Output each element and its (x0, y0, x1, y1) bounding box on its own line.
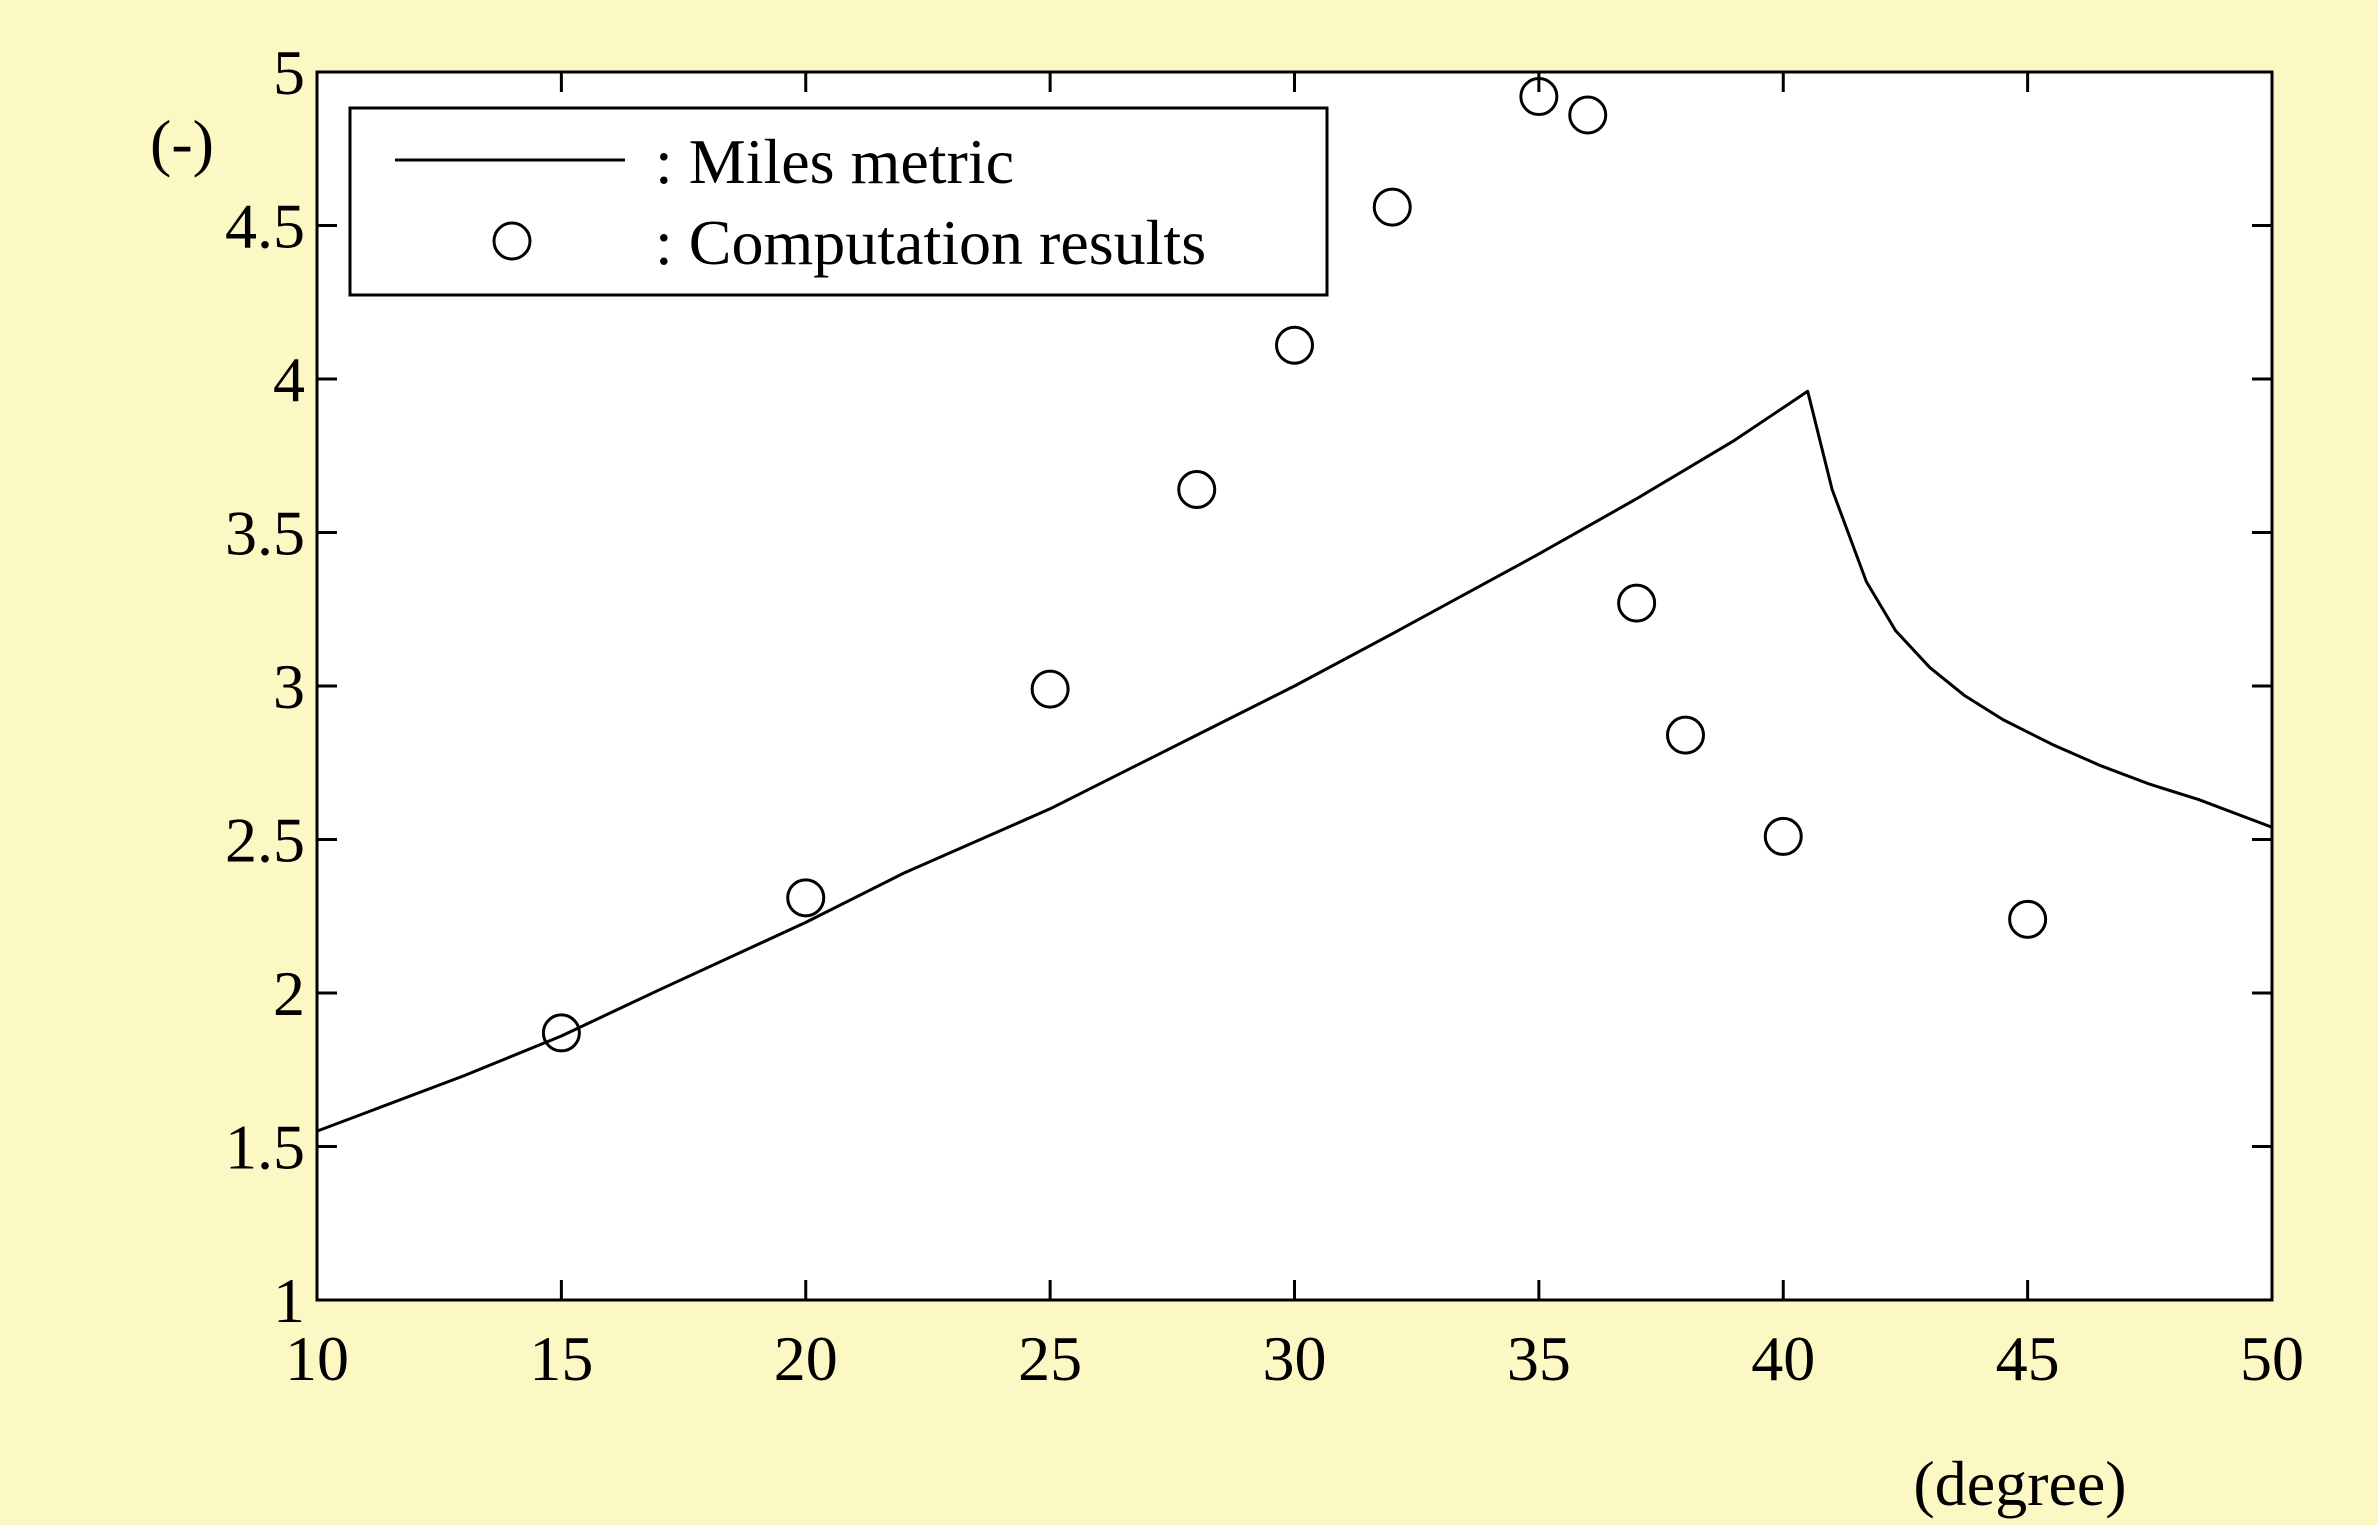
legend-label-miles-metric: : Miles metric (655, 126, 1014, 197)
series-line-miles-metric (316, 389, 2273, 1133)
y-tick-label: 1.5 (225, 1112, 305, 1183)
tick-labels: 10 15 20 25 30 35 40 45 50 1 1.5 2 2.5 3 3.5 4 4.5 5 (225, 37, 2304, 1394)
y-tick-label: 4.5 (225, 191, 305, 262)
x-tick-label: 40 (1751, 1323, 1815, 1394)
x-tick-label: 30 (1263, 1323, 1327, 1394)
y-tick-label: 2.5 (225, 805, 305, 876)
data-point (1617, 583, 1657, 623)
legend: : Miles metric : Computation results (348, 106, 1329, 297)
x-tick-label: 15 (529, 1323, 593, 1394)
y-tick-label: 3 (273, 651, 305, 722)
data-point (1568, 95, 1608, 135)
data-point (1763, 816, 1803, 856)
x-tick-label: 10 (285, 1323, 349, 1394)
axis-ticks (315, 70, 2274, 1302)
data-point (1177, 470, 1217, 510)
legend-label-computation-results: : Computation results (655, 207, 1206, 278)
data-point (1666, 715, 1705, 755)
x-tick-label: 35 (1507, 1323, 1571, 1394)
y-tick-label: 5 (273, 37, 305, 108)
x-tick-label: 25 (1018, 1323, 1082, 1394)
data-point (786, 878, 826, 918)
y-axis-label: (-) (150, 107, 214, 178)
x-tick-label: 45 (1996, 1323, 2060, 1394)
legend-marker-sample (492, 221, 532, 261)
y-tick-label: 4 (273, 344, 305, 415)
x-tick-label: 50 (2240, 1323, 2304, 1394)
data-point (1519, 77, 1559, 117)
data-point (1275, 325, 1314, 365)
y-tick-label: 2 (273, 958, 305, 1029)
y-tick-label: 1 (273, 1265, 305, 1336)
legend-box (348, 106, 1329, 297)
data-point (541, 1013, 581, 1053)
x-tick-label: 20 (774, 1323, 838, 1394)
y-tick-label: 3.5 (225, 498, 305, 569)
data-point (2008, 899, 2048, 939)
data-point (1030, 669, 1070, 709)
data-point (1372, 187, 1412, 227)
x-axis-label: (degree) (1913, 1448, 2126, 1519)
series-layer (316, 77, 2273, 1133)
